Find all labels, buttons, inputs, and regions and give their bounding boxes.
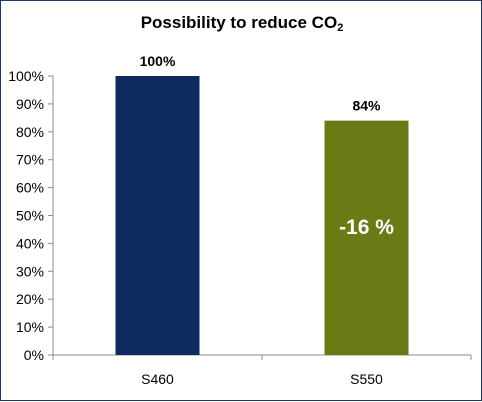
data-label: 100% bbox=[140, 53, 176, 69]
y-tick-label: 0% bbox=[24, 347, 44, 363]
bar-s460 bbox=[115, 76, 200, 355]
x-tick-label: S460 bbox=[141, 371, 174, 387]
y-tick-label: 30% bbox=[16, 263, 44, 279]
bar-s550 bbox=[324, 120, 409, 355]
chart-title-subscript: 2 bbox=[337, 22, 344, 34]
chart-title: Possibility to reduce CO2 bbox=[1, 13, 482, 34]
y-tick-label: 10% bbox=[16, 319, 44, 335]
bar-annotation: -16 % bbox=[339, 216, 394, 239]
y-tick-label: 50% bbox=[16, 208, 44, 224]
data-label: 84% bbox=[352, 98, 381, 114]
x-tick-label: S550 bbox=[350, 371, 383, 387]
y-tick-label: 100% bbox=[8, 68, 44, 84]
y-tick-label: 60% bbox=[16, 180, 44, 196]
y-tick-label: 20% bbox=[16, 291, 44, 307]
y-tick-label: 80% bbox=[16, 124, 44, 140]
y-tick-label: 90% bbox=[16, 96, 44, 112]
y-tick-label: 70% bbox=[16, 152, 44, 168]
y-tick-label: 40% bbox=[16, 235, 44, 251]
chart-title-main: Possibility to reduce CO bbox=[140, 13, 338, 32]
